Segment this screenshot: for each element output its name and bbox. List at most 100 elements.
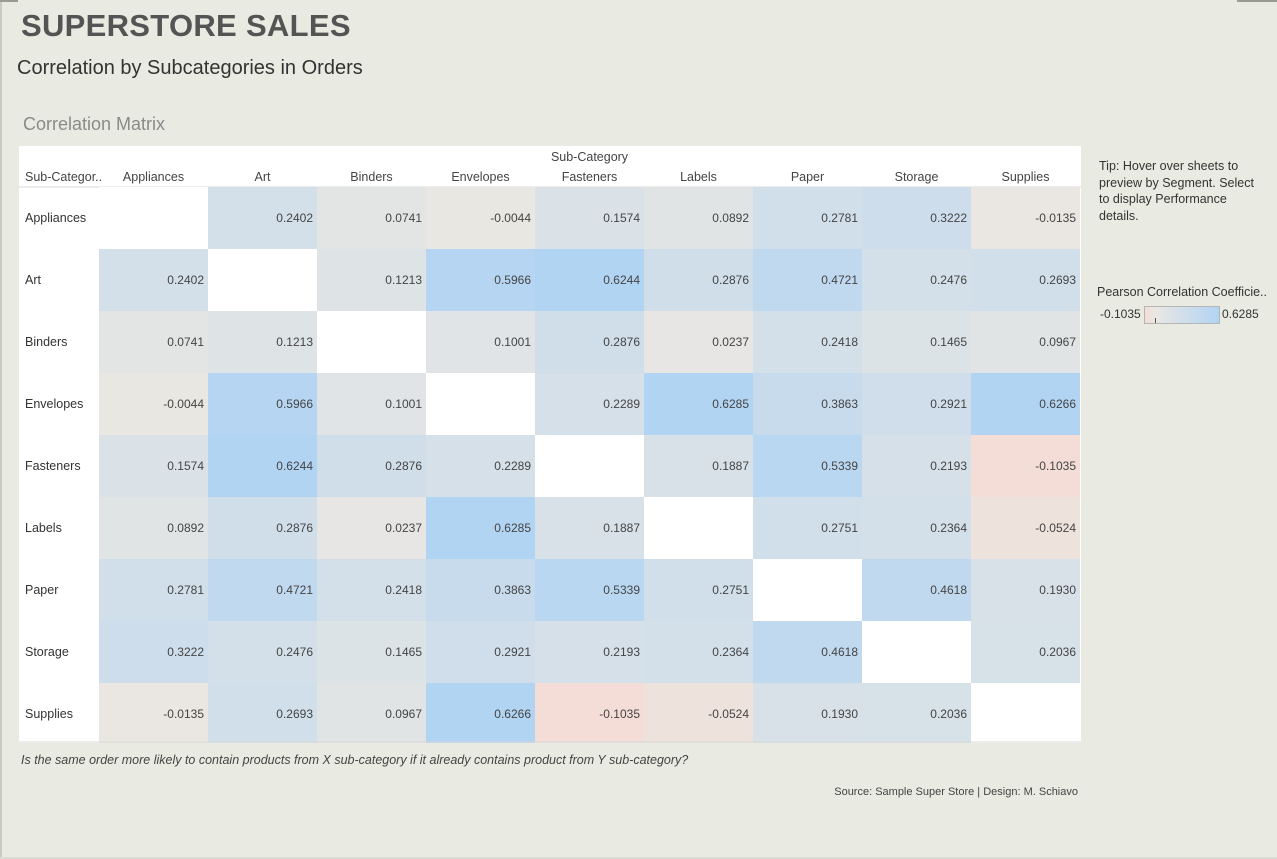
heatmap-cell-supplies-labels[interactable] xyxy=(644,683,753,743)
row-label-envelopes[interactable]: Envelopes xyxy=(25,397,83,411)
heatmap-cell-art-envelopes[interactable] xyxy=(426,249,535,311)
heatmap-cell-appliances-binders[interactable] xyxy=(317,187,426,249)
heatmap-cell-art-supplies[interactable] xyxy=(971,249,1080,311)
heatmap-cell-binders-envelopes[interactable] xyxy=(426,311,535,373)
heatmap-cell-storage-fasteners[interactable] xyxy=(535,621,644,683)
column-header-labels[interactable]: Labels xyxy=(680,170,717,184)
heatmap-cell-envelopes-fasteners[interactable] xyxy=(535,373,644,435)
heatmap-cell-appliances-paper[interactable] xyxy=(753,187,862,249)
heatmap-cell-paper-storage[interactable] xyxy=(862,559,971,621)
heatmap-cell-labels-storage[interactable] xyxy=(862,497,971,559)
heatmap-cell-supplies-binders[interactable] xyxy=(317,683,426,743)
column-header-fasteners[interactable]: Fasteners xyxy=(562,170,618,184)
heatmap-cell-supplies-supplies[interactable] xyxy=(971,683,1080,743)
heatmap-cell-supplies-art[interactable] xyxy=(208,683,317,743)
heatmap-cell-fasteners-envelopes[interactable] xyxy=(426,435,535,497)
heatmap-cell-labels-supplies[interactable] xyxy=(971,497,1080,559)
heatmap-cell-art-fasteners[interactable] xyxy=(535,249,644,311)
row-label-paper[interactable]: Paper xyxy=(25,583,58,597)
heatmap-cell-appliances-storage[interactable] xyxy=(862,187,971,249)
heatmap-cell-fasteners-supplies[interactable] xyxy=(971,435,1080,497)
heatmap-cell-envelopes-binders[interactable] xyxy=(317,373,426,435)
heatmap-cell-paper-art[interactable] xyxy=(208,559,317,621)
heatmap-cell-fasteners-art[interactable] xyxy=(208,435,317,497)
heatmap-cell-supplies-paper[interactable] xyxy=(753,683,862,743)
heatmap-cell-art-binders[interactable] xyxy=(317,249,426,311)
heatmap-cell-supplies-fasteners[interactable] xyxy=(535,683,644,743)
heatmap-cell-fasteners-storage[interactable] xyxy=(862,435,971,497)
heatmap-cell-storage-binders[interactable] xyxy=(317,621,426,683)
row-label-appliances[interactable]: Appliances xyxy=(25,211,86,225)
column-header-supplies[interactable]: Supplies xyxy=(1002,170,1050,184)
heatmap-cell-storage-envelopes[interactable] xyxy=(426,621,535,683)
heatmap-cell-binders-labels[interactable] xyxy=(644,311,753,373)
heatmap-cell-labels-paper[interactable] xyxy=(753,497,862,559)
heatmap-cell-fasteners-labels[interactable] xyxy=(644,435,753,497)
heatmap-cell-envelopes-envelopes[interactable] xyxy=(426,373,535,435)
heatmap-cell-storage-storage[interactable] xyxy=(862,621,971,683)
heatmap-cell-appliances-appliances[interactable] xyxy=(99,187,208,249)
heatmap-cell-envelopes-labels[interactable] xyxy=(644,373,753,435)
heatmap-cell-paper-binders[interactable] xyxy=(317,559,426,621)
heatmap-cell-paper-envelopes[interactable] xyxy=(426,559,535,621)
heatmap-cell-labels-envelopes[interactable] xyxy=(426,497,535,559)
heatmap-cell-envelopes-supplies[interactable] xyxy=(971,373,1080,435)
heatmap-cell-fasteners-paper[interactable] xyxy=(753,435,862,497)
heatmap-cell-binders-fasteners[interactable] xyxy=(535,311,644,373)
column-header-binders[interactable]: Binders xyxy=(350,170,392,184)
correlation-matrix-chart[interactable]: Sub-Category Sub-Categor.. Appliances Art Bi… xyxy=(19,146,1081,743)
column-header-paper[interactable]: Paper xyxy=(791,170,824,184)
heatmap-cell-appliances-supplies[interactable] xyxy=(971,187,1080,249)
heatmap-cell-binders-binders[interactable] xyxy=(317,311,426,373)
row-label-labels[interactable]: Labels xyxy=(25,521,62,535)
heatmap-cell-storage-labels[interactable] xyxy=(644,621,753,683)
row-label-fasteners[interactable]: Fasteners xyxy=(25,459,81,473)
heatmap-cell-storage-paper[interactable] xyxy=(753,621,862,683)
heatmap-cell-fasteners-fasteners[interactable] xyxy=(535,435,644,497)
heatmap-cell-fasteners-appliances[interactable] xyxy=(99,435,208,497)
heatmap-cell-storage-appliances[interactable] xyxy=(99,621,208,683)
heatmap-cell-art-paper[interactable] xyxy=(753,249,862,311)
heatmap-cell-paper-labels[interactable] xyxy=(644,559,753,621)
heatmap-cell-appliances-fasteners[interactable] xyxy=(535,187,644,249)
heatmap-cell-labels-labels[interactable] xyxy=(644,497,753,559)
color-legend-gradient[interactable] xyxy=(1144,306,1220,324)
heatmap-cell-art-storage[interactable] xyxy=(862,249,971,311)
heatmap-cell-envelopes-storage[interactable] xyxy=(862,373,971,435)
heatmap-cell-binders-storage[interactable] xyxy=(862,311,971,373)
heatmap-cell-art-appliances[interactable] xyxy=(99,249,208,311)
column-header-art[interactable]: Art xyxy=(255,170,272,184)
heatmap-cell-supplies-appliances[interactable] xyxy=(99,683,208,743)
heatmap-cell-labels-appliances[interactable] xyxy=(99,497,208,559)
heatmap-cell-supplies-storage[interactable] xyxy=(862,683,971,743)
heatmap-cell-envelopes-paper[interactable] xyxy=(753,373,862,435)
heatmap-cell-paper-appliances[interactable] xyxy=(99,559,208,621)
row-label-supplies[interactable]: Supplies xyxy=(25,707,73,721)
correlation-matrix-sheet[interactable]: Sub-Category Sub-Categor.. Appliances Art Bi… xyxy=(19,146,1081,743)
heatmap-cell-binders-art[interactable] xyxy=(208,311,317,373)
heatmap-cell-fasteners-binders[interactable] xyxy=(317,435,426,497)
heatmap-cell-paper-paper[interactable] xyxy=(753,559,862,621)
heatmap-cell-appliances-labels[interactable] xyxy=(644,187,753,249)
heatmap-cell-appliances-envelopes[interactable] xyxy=(426,187,535,249)
heatmap-cell-envelopes-art[interactable] xyxy=(208,373,317,435)
heatmap-cell-binders-supplies[interactable] xyxy=(971,311,1080,373)
heatmap-cell-art-labels[interactable] xyxy=(644,249,753,311)
heatmap-cell-paper-supplies[interactable] xyxy=(971,559,1080,621)
heatmap-cell-binders-paper[interactable] xyxy=(753,311,862,373)
heatmap-cell-supplies-envelopes[interactable] xyxy=(426,683,535,743)
heatmap-cell-storage-supplies[interactable] xyxy=(971,621,1080,683)
column-header-storage[interactable]: Storage xyxy=(895,170,939,184)
heatmap-cell-labels-art[interactable] xyxy=(208,497,317,559)
heatmap-cell-appliances-art[interactable] xyxy=(208,187,317,249)
heatmap-cell-paper-fasteners[interactable] xyxy=(535,559,644,621)
column-header-envelopes[interactable]: Envelopes xyxy=(451,170,509,184)
heatmap-cell-labels-binders[interactable] xyxy=(317,497,426,559)
column-header-appliances[interactable]: Appliances xyxy=(123,170,184,184)
heatmap-cell-envelopes-appliances[interactable] xyxy=(99,373,208,435)
heatmap-cell-binders-appliances[interactable] xyxy=(99,311,208,373)
heatmap-cell-labels-fasteners[interactable] xyxy=(535,497,644,559)
row-label-storage[interactable]: Storage xyxy=(25,645,69,659)
row-label-art[interactable]: Art xyxy=(25,273,42,287)
heatmap-cell-storage-art[interactable] xyxy=(208,621,317,683)
